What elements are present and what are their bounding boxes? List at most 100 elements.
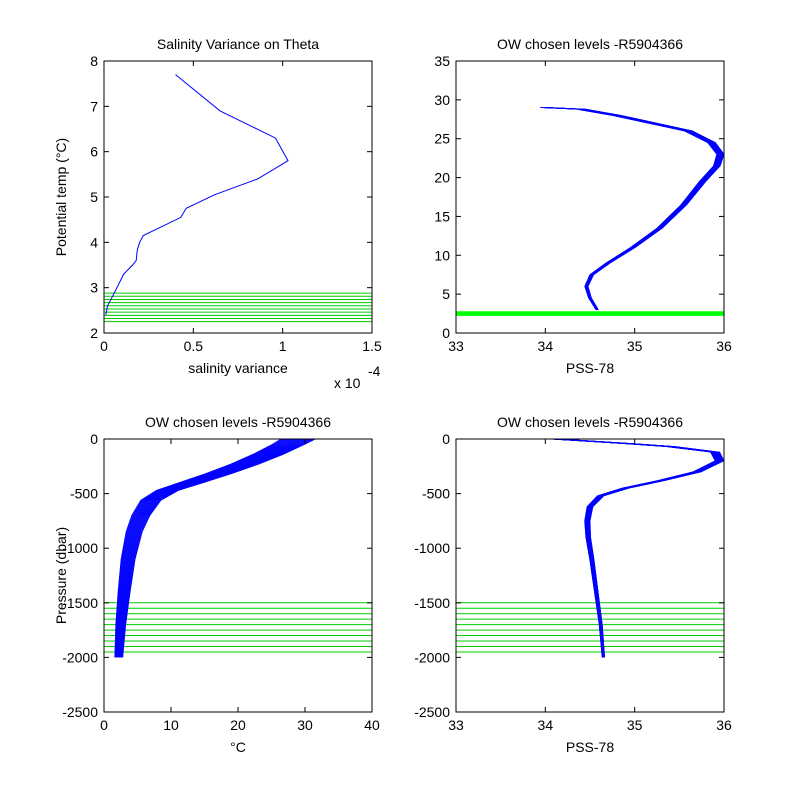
series-line — [544, 107, 721, 310]
series-line — [540, 107, 718, 310]
x-tick-label: 40 — [364, 717, 380, 733]
y-tick-label: 30 — [434, 92, 450, 108]
series-line — [541, 107, 719, 310]
plot-area — [456, 439, 724, 658]
y-tick-label: -1500 — [62, 595, 98, 611]
series-line — [545, 107, 721, 310]
y-tick-label: 3 — [90, 280, 98, 296]
series-line — [545, 107, 722, 310]
y-tick-label: 10 — [434, 247, 450, 263]
y-tick-label: -500 — [70, 486, 98, 502]
series-line — [546, 107, 722, 310]
series-line — [542, 107, 719, 310]
x-axis-label: °C — [230, 739, 246, 755]
series-line — [105, 74, 289, 315]
series-line — [543, 107, 720, 310]
x-tick-label: 10 — [163, 717, 179, 733]
x-tick-label: 36 — [716, 717, 732, 733]
x-tick-label: 20 — [230, 717, 246, 733]
series-line — [560, 439, 724, 658]
subplot-4: 33 34 35 36 -2500 -2000 -1500 -1000 -500 0 OW chos… — [414, 414, 732, 755]
series-line — [543, 107, 720, 310]
chart-title: OW chosen levels -R5904366 — [145, 414, 331, 430]
series-line — [544, 107, 720, 310]
y-axis-label: Pressure (dbar) — [53, 527, 69, 624]
y-tick-label: 7 — [90, 98, 98, 114]
series-line — [545, 107, 721, 310]
y-tick-label: 20 — [434, 170, 450, 186]
y-tick-label: -2000 — [62, 649, 98, 665]
y-tick-label: 35 — [434, 53, 450, 69]
x-tick-label: 34 — [538, 338, 554, 354]
x-exponent-power: -4 — [368, 363, 381, 379]
series-line — [547, 107, 723, 310]
x-tick-label: 1.5 — [362, 338, 382, 354]
axes-frame — [103, 60, 373, 334]
x-tick-label: 34 — [538, 717, 554, 733]
y-tick-label: -1000 — [62, 540, 98, 556]
y-tick-label: 6 — [90, 144, 98, 160]
subplot-1: 0 0.5 1 1.5 2 3 4 5 6 7 8 Salinity Variance on Thet… — [53, 36, 382, 391]
series-line — [547, 107, 723, 310]
y-tick-label: -2000 — [414, 649, 450, 665]
series-line — [548, 107, 723, 310]
series-line — [544, 107, 721, 310]
series-line — [549, 107, 724, 310]
series-line — [548, 107, 724, 310]
y-tick-label: 15 — [434, 208, 450, 224]
series-line — [548, 107, 724, 310]
series-line — [541, 107, 719, 310]
chart-title: OW chosen levels -R5904366 — [497, 414, 683, 430]
y-tick-label: 2 — [90, 325, 98, 341]
x-axis-label: PSS-78 — [566, 739, 614, 755]
x-tick-label: 1 — [279, 338, 287, 354]
series-line — [540, 107, 718, 310]
axes-frame — [455, 60, 725, 334]
x-tick-label: 33 — [448, 717, 464, 733]
plot-area — [456, 107, 724, 316]
x-tick-label: 36 — [716, 338, 732, 354]
x-tick-label: 35 — [627, 717, 643, 733]
y-tick-label: 0 — [442, 431, 450, 447]
x-tick-label: 35 — [627, 338, 643, 354]
series-line — [549, 107, 724, 310]
y-axis-label: Potential temp (°C) — [53, 138, 69, 256]
y-tick-label: -500 — [422, 486, 450, 502]
series-line — [541, 107, 718, 310]
series-line — [540, 107, 718, 310]
series-line — [547, 107, 723, 310]
x-tick-label: 33 — [448, 338, 464, 354]
y-tick-label: 25 — [434, 131, 450, 147]
series-line — [545, 107, 722, 310]
series-line — [544, 107, 721, 310]
subplot-3: 0 10 20 30 40 -2500 -2000 -1500 -1000 -500 0 OW cho… — [53, 414, 380, 755]
x-axis-label: PSS-78 — [566, 360, 614, 376]
y-tick-label: 4 — [90, 234, 98, 250]
plot-area — [104, 439, 372, 658]
series-line — [543, 107, 720, 310]
y-tick-label: 8 — [90, 53, 98, 69]
series-line — [540, 107, 718, 310]
y-tick-label: 0 — [442, 325, 450, 341]
series-line — [546, 107, 722, 310]
series-line — [542, 107, 719, 310]
x-tick-label: 0 — [100, 717, 108, 733]
x-exponent-label: x 10 — [334, 375, 361, 391]
axes-frame — [103, 438, 373, 713]
y-tick-label: -2500 — [414, 704, 450, 720]
series-line — [550, 107, 724, 310]
y-tick-label: -1000 — [414, 540, 450, 556]
series-line — [547, 107, 723, 310]
subplot-2: 33 34 35 36 0 5 10 15 20 25 30 35 OW chosen levels -… — [434, 36, 732, 376]
series-line — [542, 107, 719, 310]
plot-area — [104, 74, 372, 323]
axes-frame — [455, 438, 725, 713]
x-tick-label: 30 — [297, 717, 313, 733]
series-line — [546, 107, 722, 310]
series-line — [548, 107, 723, 310]
series-line — [122, 439, 316, 658]
x-tick-label: 0 — [100, 338, 108, 354]
y-tick-label: 5 — [90, 189, 98, 205]
series-line — [543, 107, 720, 310]
